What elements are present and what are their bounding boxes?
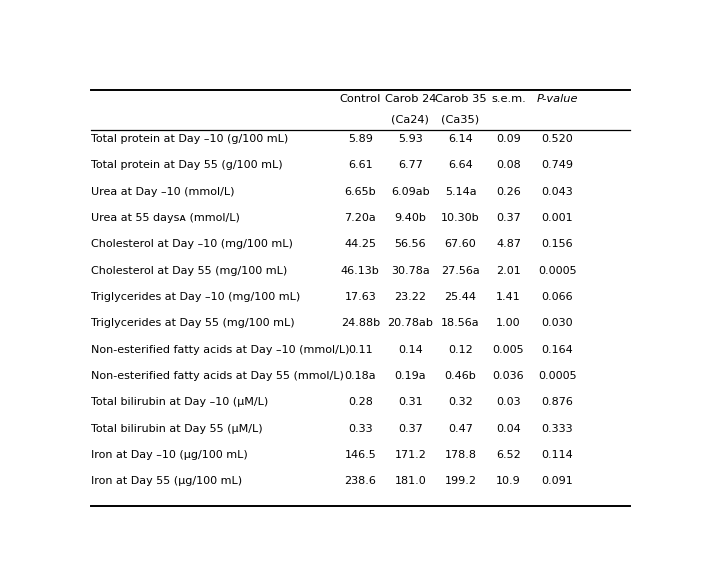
Text: P-value: P-value: [537, 94, 579, 104]
Text: Urea at Day –10 (mmol/L): Urea at Day –10 (mmol/L): [91, 187, 234, 197]
Text: 238.6: 238.6: [344, 476, 376, 487]
Text: 178.8: 178.8: [444, 450, 477, 460]
Text: (Ca24): (Ca24): [392, 114, 430, 124]
Text: 0.164: 0.164: [541, 345, 574, 354]
Text: Total bilirubin at Day –10 (μM/L): Total bilirubin at Day –10 (μM/L): [91, 397, 268, 407]
Text: 0.005: 0.005: [493, 345, 524, 354]
Text: 6.61: 6.61: [348, 160, 373, 170]
Text: 0.333: 0.333: [542, 423, 574, 434]
Text: 0.066: 0.066: [542, 292, 574, 302]
Text: 7.20a: 7.20a: [344, 213, 376, 223]
Text: 17.63: 17.63: [344, 292, 376, 302]
Text: 0.0005: 0.0005: [538, 371, 577, 381]
Text: Non-esterified fatty acids at Day –10 (mmol/L): Non-esterified fatty acids at Day –10 (m…: [91, 345, 349, 354]
Text: 6.77: 6.77: [398, 160, 423, 170]
Text: 0.12: 0.12: [448, 345, 473, 354]
Text: 0.001: 0.001: [542, 213, 574, 223]
Text: Total bilirubin at Day 55 (μM/L): Total bilirubin at Day 55 (μM/L): [91, 423, 262, 434]
Text: 0.09: 0.09: [496, 134, 521, 144]
Text: 0.036: 0.036: [493, 371, 524, 381]
Text: 0.091: 0.091: [541, 476, 574, 487]
Text: 24.88b: 24.88b: [341, 318, 380, 328]
Text: 23.22: 23.22: [394, 292, 427, 302]
Text: 0.520: 0.520: [541, 134, 574, 144]
Text: 0.114: 0.114: [541, 450, 574, 460]
Text: 4.87: 4.87: [496, 239, 521, 249]
Text: 0.33: 0.33: [348, 423, 373, 434]
Text: 181.0: 181.0: [394, 476, 426, 487]
Text: 0.04: 0.04: [496, 423, 521, 434]
Text: 0.18a: 0.18a: [344, 371, 376, 381]
Text: Triglycerides at Day 55 (mg/100 mL): Triglycerides at Day 55 (mg/100 mL): [91, 318, 295, 328]
Text: 20.78ab: 20.78ab: [387, 318, 433, 328]
Text: 0.14: 0.14: [398, 345, 423, 354]
Text: 56.56: 56.56: [394, 239, 426, 249]
Text: (Ca35): (Ca35): [441, 114, 479, 124]
Text: 0.11: 0.11: [348, 345, 373, 354]
Text: 44.25: 44.25: [344, 239, 376, 249]
Text: 6.52: 6.52: [496, 450, 521, 460]
Text: 0.26: 0.26: [496, 187, 521, 197]
Text: 6.65b: 6.65b: [344, 187, 376, 197]
Text: Control: Control: [340, 94, 381, 104]
Text: 46.13b: 46.13b: [341, 266, 380, 275]
Text: Iron at Day –10 (μg/100 mL): Iron at Day –10 (μg/100 mL): [91, 450, 247, 460]
Text: Total protein at Day –10 (g/100 mL): Total protein at Day –10 (g/100 mL): [91, 134, 288, 144]
Text: 1.41: 1.41: [496, 292, 521, 302]
Text: 0.03: 0.03: [496, 397, 521, 407]
Text: Cholesterol at Day –10 (mg/100 mL): Cholesterol at Day –10 (mg/100 mL): [91, 239, 292, 249]
Text: 0.19a: 0.19a: [394, 371, 426, 381]
Text: 0.47: 0.47: [448, 423, 473, 434]
Text: 0.46b: 0.46b: [445, 371, 477, 381]
Text: 0.32: 0.32: [448, 397, 473, 407]
Text: 0.37: 0.37: [496, 213, 521, 223]
Text: Total protein at Day 55 (g/100 mL): Total protein at Day 55 (g/100 mL): [91, 160, 282, 170]
Text: 5.93: 5.93: [398, 134, 423, 144]
Text: 0.08: 0.08: [496, 160, 521, 170]
Text: 10.30b: 10.30b: [441, 213, 480, 223]
Text: 0.0005: 0.0005: [538, 266, 577, 275]
Text: 27.56a: 27.56a: [441, 266, 480, 275]
Text: 0.749: 0.749: [541, 160, 574, 170]
Text: 1.00: 1.00: [496, 318, 521, 328]
Text: 9.40b: 9.40b: [394, 213, 426, 223]
Text: 0.31: 0.31: [398, 397, 423, 407]
Text: 6.64: 6.64: [448, 160, 473, 170]
Text: 6.09ab: 6.09ab: [391, 187, 430, 197]
Text: 10.9: 10.9: [496, 476, 521, 487]
Text: 0.28: 0.28: [348, 397, 373, 407]
Text: 5.89: 5.89: [348, 134, 373, 144]
Text: Iron at Day 55 (μg/100 mL): Iron at Day 55 (μg/100 mL): [91, 476, 242, 487]
Text: 67.60: 67.60: [445, 239, 477, 249]
Text: Non-esterified fatty acids at Day 55 (mmol/L): Non-esterified fatty acids at Day 55 (mm…: [91, 371, 344, 381]
Text: 0.876: 0.876: [541, 397, 574, 407]
Text: Triglycerides at Day –10 (mg/100 mL): Triglycerides at Day –10 (mg/100 mL): [91, 292, 300, 302]
Text: 0.030: 0.030: [542, 318, 574, 328]
Text: Carob 35: Carob 35: [434, 94, 486, 104]
Text: 25.44: 25.44: [444, 292, 477, 302]
Text: 171.2: 171.2: [394, 450, 426, 460]
Text: Urea at 55 daysᴀ (mmol/L): Urea at 55 daysᴀ (mmol/L): [91, 213, 240, 223]
Text: 2.01: 2.01: [496, 266, 521, 275]
Text: 199.2: 199.2: [444, 476, 477, 487]
Text: 0.156: 0.156: [542, 239, 574, 249]
Text: 0.043: 0.043: [541, 187, 574, 197]
Text: 30.78a: 30.78a: [391, 266, 430, 275]
Text: Carob 24: Carob 24: [385, 94, 436, 104]
Text: 0.37: 0.37: [398, 423, 423, 434]
Text: s.e.m.: s.e.m.: [491, 94, 526, 104]
Text: Cholesterol at Day 55 (mg/100 mL): Cholesterol at Day 55 (mg/100 mL): [91, 266, 287, 275]
Text: 5.14a: 5.14a: [445, 187, 477, 197]
Text: 146.5: 146.5: [344, 450, 376, 460]
Text: 18.56a: 18.56a: [441, 318, 480, 328]
Text: 6.14: 6.14: [448, 134, 473, 144]
